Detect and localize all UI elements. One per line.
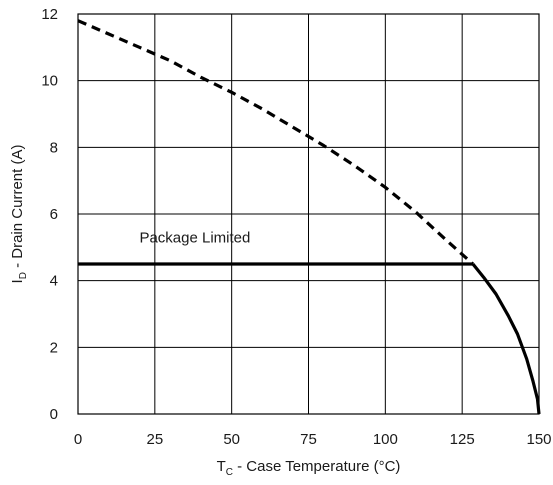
x-tick-label: 25 — [146, 431, 163, 448]
y-tick-label: 12 — [41, 6, 58, 23]
annotations: Package Limited — [139, 229, 250, 246]
plot-frame — [77, 13, 540, 415]
tick-labels: 0 25 50 75 100 125 150 0 2 4 6 8 10 12 — [41, 6, 551, 448]
annotation-package-limited: Package Limited — [139, 229, 250, 246]
x-tick-label: 150 — [526, 431, 551, 448]
grid — [77, 13, 540, 415]
y-axis-title-main: I — [9, 279, 26, 283]
x-axis-title-rest: - Case Temperature (°C) — [233, 458, 400, 475]
y-tick-label: 0 — [50, 406, 58, 423]
y-axis-title-rest: - Drain Current (A) — [9, 145, 26, 273]
y-axis-title-sub: D — [18, 272, 29, 279]
series-group — [77, 19, 541, 415]
y-tick-label: 8 — [50, 139, 58, 156]
x-tick-label: 125 — [450, 431, 475, 448]
x-tick-label: 100 — [373, 431, 398, 448]
x-tick-label: 50 — [223, 431, 240, 448]
y-axis-title: ID - Drain Current (A) — [9, 145, 29, 284]
x-axis-title-main: T — [217, 458, 226, 475]
series-line-dashed-0 — [77, 19, 474, 266]
x-tick-label: 75 — [300, 431, 317, 448]
y-tick-label: 2 — [50, 339, 58, 356]
y-tick-label: 6 — [50, 206, 58, 223]
series-line-solid-2 — [471, 262, 541, 415]
y-tick-label: 4 — [50, 273, 58, 290]
y-tick-label: 10 — [41, 73, 58, 90]
x-tick-label: 0 — [74, 431, 82, 448]
x-axis-title-sub: C — [226, 467, 233, 478]
x-axis-title: TC - Case Temperature (°C) — [217, 458, 401, 478]
